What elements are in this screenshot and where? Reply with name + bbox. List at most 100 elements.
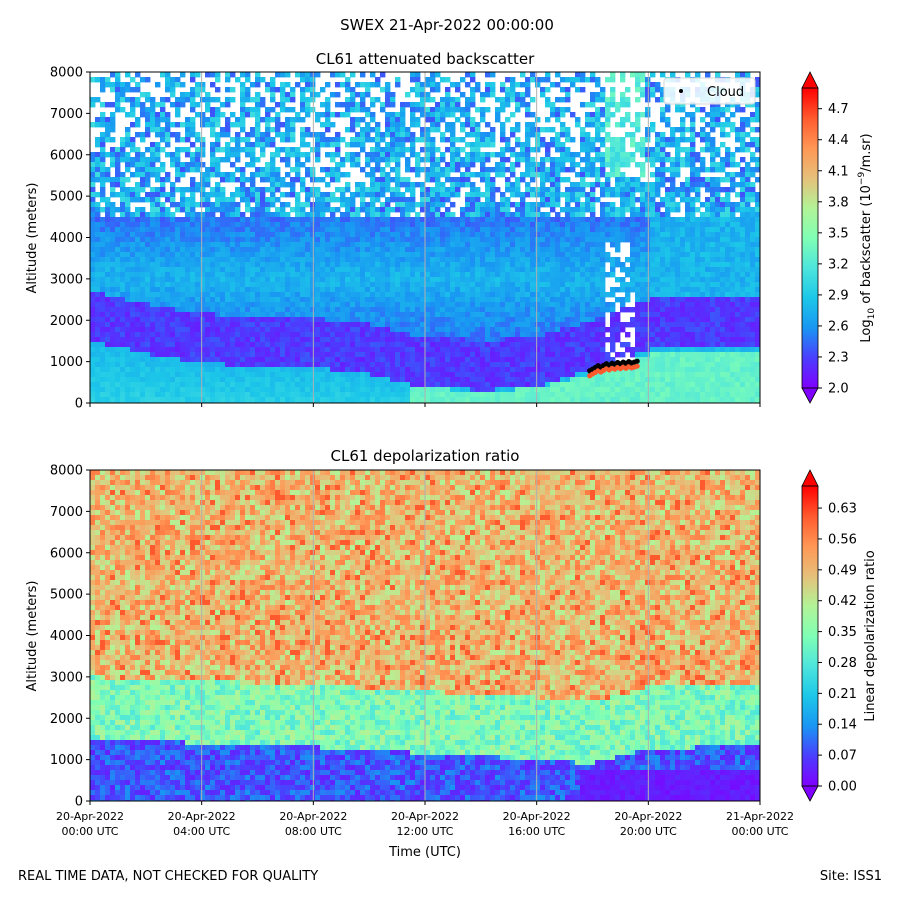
heatmap-cell bbox=[465, 337, 471, 343]
heatmap-cell bbox=[115, 297, 121, 303]
heatmap-cell bbox=[310, 257, 316, 263]
heatmap-cell bbox=[440, 197, 446, 203]
heatmap-cell bbox=[465, 257, 471, 263]
heatmap-cell bbox=[520, 242, 526, 248]
heatmap-cell bbox=[275, 272, 281, 278]
heatmap-cell bbox=[500, 122, 506, 128]
heatmap-cell bbox=[330, 177, 336, 183]
heatmap-cell bbox=[115, 312, 121, 318]
heatmap-cell bbox=[370, 287, 376, 293]
heatmap-cell bbox=[275, 312, 281, 318]
heatmap-cell bbox=[510, 382, 516, 388]
heatmap-cell bbox=[245, 137, 251, 143]
heatmap-cell bbox=[285, 392, 291, 398]
heatmap-cell bbox=[510, 332, 516, 338]
heatmap-cell bbox=[500, 377, 506, 383]
heatmap-cell bbox=[115, 162, 121, 168]
heatmap-cell bbox=[425, 342, 431, 348]
heatmap-cell bbox=[335, 242, 341, 248]
heatmap-cell bbox=[320, 367, 326, 373]
heatmap-cell bbox=[300, 242, 306, 248]
heatmap-cell bbox=[310, 387, 316, 393]
heatmap-cell bbox=[410, 197, 416, 203]
heatmap-cell bbox=[385, 202, 391, 208]
heatmap-cell bbox=[465, 357, 471, 363]
heatmap-cell bbox=[400, 362, 406, 368]
heatmap-cell bbox=[115, 227, 121, 233]
heatmap-cell bbox=[300, 107, 306, 113]
heatmap-cell bbox=[110, 377, 116, 383]
heatmap-cell bbox=[315, 287, 321, 293]
heatmap-cell bbox=[235, 327, 241, 333]
heatmap-cell bbox=[430, 177, 436, 183]
heatmap-cell bbox=[335, 162, 341, 168]
heatmap-cell bbox=[400, 222, 406, 228]
heatmap-cell bbox=[430, 332, 436, 338]
heatmap-cell bbox=[495, 327, 501, 333]
heatmap-cell bbox=[140, 267, 146, 273]
heatmap-cell bbox=[380, 282, 386, 288]
heatmap-cell bbox=[370, 207, 376, 213]
heatmap-cell bbox=[230, 312, 236, 318]
heatmap-cell bbox=[445, 87, 451, 93]
heatmap-cell bbox=[175, 202, 181, 208]
heatmap-cell bbox=[115, 72, 121, 78]
heatmap-cell bbox=[470, 182, 476, 188]
heatmap-cell bbox=[230, 217, 236, 223]
heatmap-cell bbox=[315, 317, 321, 323]
heatmap-cell bbox=[480, 287, 486, 293]
heatmap-cell bbox=[460, 277, 466, 283]
heatmap-cell bbox=[420, 192, 426, 198]
heatmap-cell bbox=[395, 217, 401, 223]
heatmap-cell bbox=[175, 382, 181, 388]
heatmap-cell bbox=[390, 222, 396, 228]
heatmap-cell bbox=[250, 252, 256, 258]
heatmap-cell bbox=[390, 267, 396, 273]
heatmap-cell bbox=[515, 332, 521, 338]
heatmap-cell bbox=[425, 322, 431, 328]
heatmap-cell bbox=[490, 307, 496, 313]
heatmap-cell bbox=[445, 272, 451, 278]
heatmap-cell bbox=[395, 387, 401, 393]
heatmap-cell bbox=[160, 242, 166, 248]
heatmap-cell bbox=[115, 257, 121, 263]
heatmap-cell bbox=[375, 152, 381, 158]
heatmap-cell bbox=[465, 367, 471, 373]
heatmap-cell bbox=[345, 127, 351, 133]
heatmap-cell bbox=[470, 382, 476, 388]
heatmap-cell bbox=[490, 227, 496, 233]
heatmap-cell bbox=[435, 387, 441, 393]
heatmap-cell bbox=[265, 392, 271, 398]
heatmap-cell bbox=[335, 302, 341, 308]
heatmap-cell bbox=[325, 182, 331, 188]
heatmap-cell bbox=[140, 222, 146, 228]
heatmap-cell bbox=[385, 157, 391, 163]
heatmap-cell bbox=[190, 387, 196, 393]
heatmap-cell bbox=[270, 152, 276, 158]
heatmap-cell bbox=[175, 227, 181, 233]
heatmap-cell bbox=[360, 372, 366, 378]
heatmap-cell bbox=[465, 352, 471, 358]
heatmap-cell bbox=[200, 237, 206, 243]
heatmap-cell bbox=[170, 312, 176, 318]
heatmap-cell bbox=[520, 232, 526, 238]
heatmap-cell bbox=[430, 172, 436, 178]
heatmap-cell bbox=[525, 207, 531, 213]
heatmap-cell bbox=[200, 277, 206, 283]
heatmap-cell bbox=[425, 187, 431, 193]
heatmap-cell bbox=[170, 307, 176, 313]
heatmap-cell bbox=[340, 137, 346, 143]
heatmap-cell bbox=[410, 167, 416, 173]
heatmap-cell bbox=[205, 72, 211, 78]
heatmap-cell bbox=[485, 222, 491, 228]
heatmap-cell bbox=[110, 262, 116, 268]
heatmap-cell bbox=[380, 397, 386, 403]
heatmap-cell bbox=[425, 367, 431, 373]
heatmap-cell bbox=[250, 332, 256, 338]
heatmap-cell bbox=[370, 242, 376, 248]
heatmap-cell bbox=[470, 362, 476, 368]
heatmap-cell bbox=[95, 162, 101, 168]
heatmap-cell bbox=[485, 142, 491, 148]
heatmap-cell bbox=[525, 192, 531, 198]
heatmap-cell bbox=[505, 397, 511, 403]
